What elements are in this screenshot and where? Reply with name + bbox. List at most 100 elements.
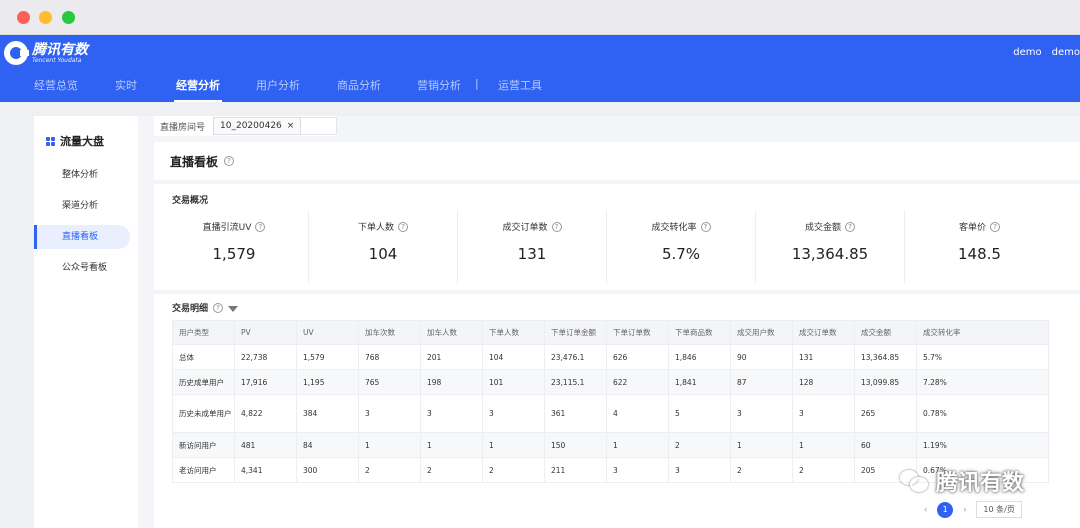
sidebar-item-channel[interactable]: 渠道分析 [62, 201, 99, 211]
table-cell: 361 [544, 394, 607, 433]
table-cell: 1,579 [296, 344, 359, 370]
table-cell: 60 [854, 432, 917, 458]
nav-realtime[interactable]: 实时 [115, 79, 137, 92]
nav-business-analysis[interactable]: 经营分析 [174, 79, 222, 102]
kpi-card: 成交订单数? 131 [458, 210, 607, 284]
kpi-label: 成交金额 [804, 223, 841, 233]
nav-overview[interactable]: 经营总览 [34, 79, 78, 92]
table-cell: 新访问用户 [172, 432, 235, 458]
user-name[interactable]: demo [1013, 47, 1042, 58]
section-title: 交易明细 ? [172, 301, 239, 314]
filter-input[interactable] [301, 117, 338, 135]
nav-operation-tools[interactable]: 运营工具 [498, 79, 542, 92]
table-cell: 22,738 [234, 344, 297, 370]
table-cell: 历史成单用户 [172, 369, 235, 395]
table-cell: 2 [482, 457, 545, 483]
table-cell: 131 [792, 344, 855, 370]
next-page-button[interactable]: › [963, 505, 967, 514]
top-navigation-bar: 腾讯有数 Tencent Youdata demo demo 经营总览 实时 经… [0, 35, 1080, 102]
table-cell: 150 [544, 432, 607, 458]
table-cell: 3 [668, 457, 731, 483]
table-cell: 265 [854, 394, 917, 433]
column-header: 下单订单数 [606, 320, 669, 345]
table-cell: 历史未成单用户 [172, 394, 235, 433]
page-number-button[interactable]: 1 [937, 501, 954, 518]
filter-bar: 直播房间号 10_20200426 × [154, 116, 338, 136]
help-icon[interactable]: ? [398, 221, 408, 232]
table-cell: 1 [792, 432, 855, 458]
user-account[interactable]: demo [1051, 47, 1080, 58]
filter-icon[interactable] [228, 305, 239, 312]
panel-header: 直播看板 ? [154, 142, 1080, 180]
filter-tag[interactable]: 10_20200426 × [213, 117, 302, 135]
column-header: 用户类型 [172, 320, 235, 345]
nav-user-analysis[interactable]: 用户分析 [256, 79, 300, 92]
column-header: 下单订单金额 [544, 320, 607, 345]
trade-detail-table: 用户类型 PV UV 加车次数 加车人数 下单人数 下单订单金额 下单订单数 下… [172, 320, 1049, 483]
table-cell: 765 [358, 369, 421, 395]
table-row: 总体 22,738 1,579 768 201 104 23,476.1 626… [172, 344, 1049, 370]
sidebar-item-live-board[interactable]: 直播看板 [34, 225, 130, 249]
user-area: demo demo [1013, 47, 1080, 58]
close-icon[interactable]: × [286, 121, 295, 131]
table-cell: 1 [420, 432, 483, 458]
help-icon[interactable]: ? [990, 221, 1000, 232]
table-cell: 7.28% [916, 369, 1049, 395]
kpi-card: 成交转化率? 5.7% [607, 210, 756, 284]
wechat-icon [900, 468, 930, 494]
table-row: 历史成单用户 17,916 1,195 765 198 101 23,115.1… [172, 369, 1049, 395]
help-icon[interactable]: ? [700, 221, 711, 232]
table-cell: 2 [792, 457, 855, 483]
kpi-value: 1,579 [212, 245, 256, 263]
help-icon[interactable]: ? [224, 156, 235, 166]
kpi-card: 直播引流UV? 1,579 [160, 210, 309, 284]
kpi-value: 104 [368, 245, 398, 263]
main-content: 直播房间号 10_20200426 × 直播看板 ? 交易概况 直播引流UV? … [154, 116, 1080, 528]
sidebar-item-overall[interactable]: 整体分析 [62, 170, 99, 180]
table-row: 老访问用户 4,341 300 2 2 2 211 3 3 2 2 205 0.… [172, 457, 1049, 483]
table-cell: 201 [420, 344, 483, 370]
table-cell: 481 [234, 432, 297, 458]
help-icon[interactable]: ? [845, 221, 855, 232]
minimize-window-button[interactable] [39, 11, 52, 24]
nav-marketing-analysis[interactable]: 营销分析 [417, 79, 461, 92]
table-cell: 3 [482, 394, 545, 433]
table-cell: 3 [358, 394, 421, 433]
trade-overview-card: 交易概况 直播引流UV? 1,579 下单人数? 104 成交订单数? 131 … [154, 184, 1080, 290]
sidebar-item-official-account[interactable]: 公众号看板 [62, 263, 108, 273]
grid-icon [46, 136, 55, 146]
table-cell: 101 [482, 369, 545, 395]
window-chrome [0, 0, 1080, 35]
kpi-card: 客单价? 148.5 [905, 210, 1054, 284]
help-icon[interactable]: ? [213, 302, 224, 313]
watermark-text: 腾讯有数 [936, 471, 1025, 496]
table-cell: 128 [792, 369, 855, 395]
kpi-label: 成交订单数 [502, 223, 548, 233]
table-cell: 1,841 [668, 369, 731, 395]
close-window-button[interactable] [17, 11, 30, 24]
page-size-select[interactable]: 10 条/页 [976, 501, 1022, 518]
maximize-window-button[interactable] [62, 11, 75, 24]
brand[interactable]: 腾讯有数 Tencent Youdata [4, 40, 88, 66]
table-cell: 3 [792, 394, 855, 433]
kpi-card: 成交金额? 13,364.85 [756, 210, 905, 284]
sidebar-title: 流量大盘 [46, 133, 104, 149]
nav-product-analysis[interactable]: 商品分析 [337, 79, 381, 92]
column-header: PV [234, 320, 297, 345]
table-cell: 300 [296, 457, 359, 483]
column-header: 下单商品数 [668, 320, 731, 345]
table-cell: 87 [730, 369, 793, 395]
help-icon[interactable]: ? [255, 221, 266, 232]
page-title: 直播看板 [170, 154, 219, 169]
help-icon[interactable]: ? [551, 221, 562, 232]
table-cell: 0.78% [916, 394, 1049, 433]
prev-page-button[interactable]: ‹ [924, 505, 928, 514]
kpi-value: 5.7% [661, 245, 701, 263]
table-cell: 3 [606, 457, 669, 483]
table-cell: 23,476.1 [544, 344, 607, 370]
kpi-value: 131 [517, 245, 547, 263]
column-header: 下单人数 [482, 320, 545, 345]
table-cell: 23,115.1 [544, 369, 607, 395]
table-cell: 626 [606, 344, 669, 370]
trade-detail-card: 交易明细 ? 用户类型 PV UV 加车次数 加车人数 下单人数 下单订单金额 … [154, 294, 1080, 528]
